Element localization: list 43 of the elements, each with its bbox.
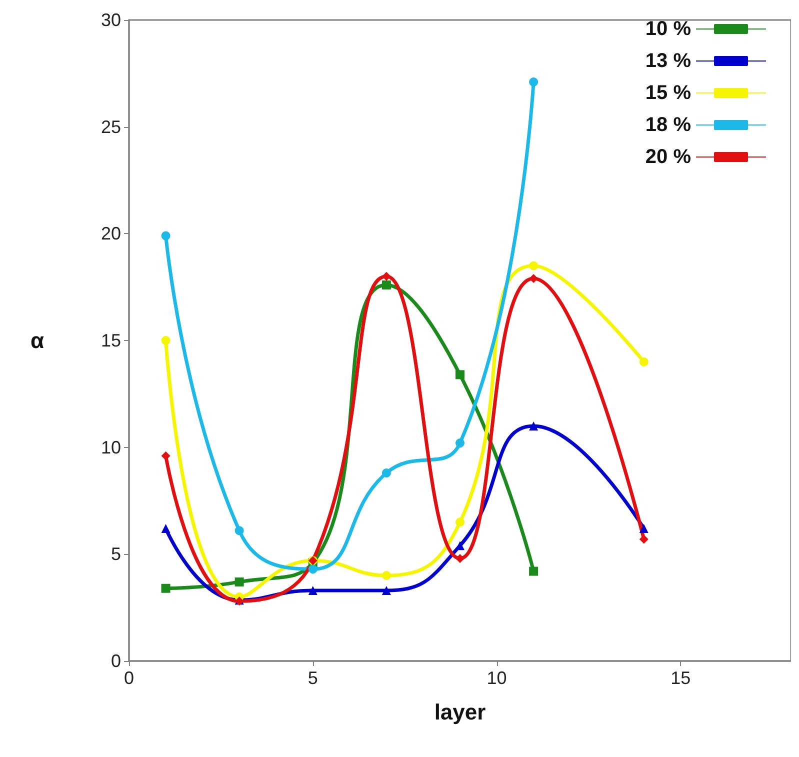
y-tick-label: 0: [110, 651, 121, 671]
point: [639, 524, 648, 534]
point: [161, 584, 170, 593]
point: [234, 526, 244, 536]
legend-label: 15 %: [645, 82, 692, 104]
y-tick-label: 20: [100, 224, 121, 244]
point: [382, 586, 391, 595]
point: [456, 518, 464, 527]
point: [308, 564, 318, 574]
x-tick-label: 0: [124, 668, 134, 688]
point: [456, 438, 464, 448]
point: [161, 336, 170, 345]
y-tick-label: 25: [100, 116, 121, 137]
point: [234, 577, 244, 586]
legend-label: 13 %: [645, 50, 692, 72]
point: [456, 370, 464, 380]
point: [639, 534, 648, 544]
point: [382, 571, 391, 580]
y-tick-label: 15: [100, 330, 121, 350]
y-tick-label: 30: [100, 10, 121, 30]
point: [529, 566, 538, 576]
point: [382, 468, 391, 478]
x-tick-label: 15: [670, 668, 691, 688]
point: [529, 77, 538, 86]
point: [382, 272, 391, 281]
point: [161, 231, 170, 240]
point: [161, 451, 170, 460]
point: [456, 554, 464, 563]
point: [529, 421, 538, 430]
point: [639, 357, 648, 366]
y-tick-label: 5: [110, 544, 121, 564]
x-tick-label: 5: [308, 668, 318, 688]
x-tick-label: 10: [486, 668, 507, 688]
point: [161, 524, 170, 534]
y-axis-title: α: [30, 328, 44, 353]
point: [382, 280, 391, 290]
legend-label: 10 %: [645, 18, 692, 40]
point: [308, 586, 318, 595]
legend-label: 18 %: [645, 114, 692, 136]
x-axis-title: layer: [434, 700, 486, 724]
y-tick-label: 10: [100, 437, 121, 458]
legend-label: 20 %: [645, 146, 692, 168]
point: [529, 261, 538, 270]
